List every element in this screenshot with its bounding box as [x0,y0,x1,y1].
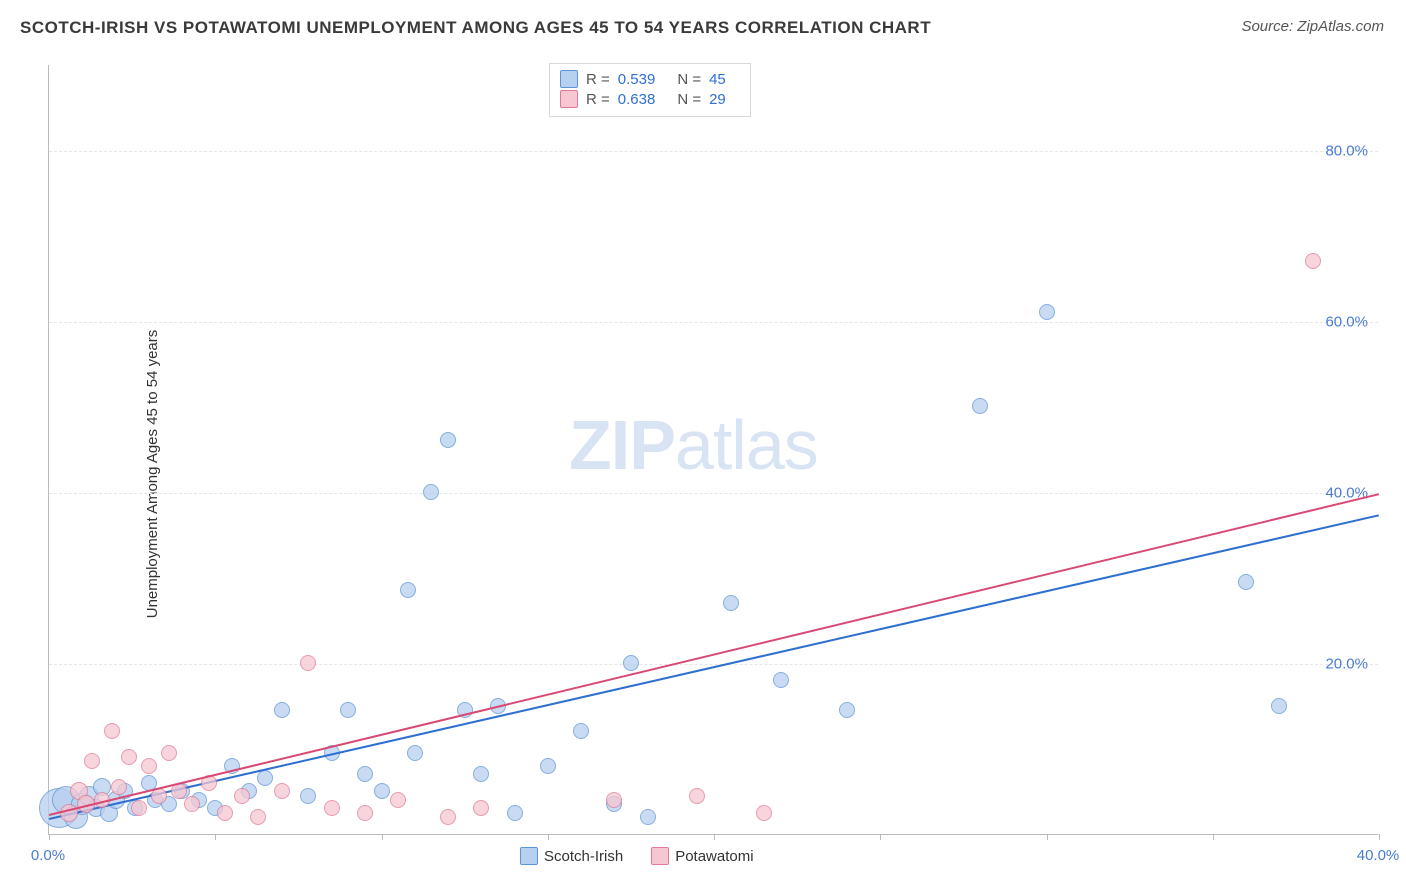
data-point [440,432,456,448]
n-label-1: N = [677,71,701,88]
data-point [573,723,589,739]
data-point [1238,574,1254,590]
stats-row-2: R = 0.638 N = 29 [560,90,740,108]
data-point [390,792,406,808]
x-tick [1379,834,1380,840]
y-tick-label: 60.0% [1325,313,1368,330]
data-point [250,809,266,825]
x-tick-label: 40.0% [1357,847,1400,864]
data-point [689,788,705,804]
r-value-1: 0.539 [618,71,656,88]
plot-area: ZIPatlas R = 0.539 N = 45 R = 0.638 N = … [48,65,1378,835]
data-point [324,800,340,816]
legend-swatch-scotch-irish [520,847,538,865]
gridline [49,664,1378,665]
legend-item-potawatomi: Potawatomi [651,847,753,865]
data-point [407,745,423,761]
gridline [49,493,1378,494]
data-point [623,655,639,671]
data-point [374,783,390,799]
legend-label-scotch-irish: Scotch-Irish [544,848,623,865]
n-label-2: N = [677,91,701,108]
chart-container: Unemployment Among Ages 45 to 54 years Z… [0,55,1406,892]
gridline [49,322,1378,323]
data-point [640,809,656,825]
data-point [184,796,200,812]
watermark-atlas: atlas [675,406,818,484]
legend-item-scotch-irish: Scotch-Irish [520,847,623,865]
legend-label-potawatomi: Potawatomi [675,848,753,865]
x-tick [548,834,549,840]
bottom-legend: Scotch-Irish Potawatomi [520,847,754,865]
data-point [773,672,789,688]
data-point [606,792,622,808]
x-tick [1047,834,1048,840]
swatch-potawatomi [560,90,578,108]
x-tick [382,834,383,840]
source-attribution: Source: ZipAtlas.com [1241,18,1384,35]
x-tick [49,834,50,840]
data-point [400,582,416,598]
data-point [473,800,489,816]
r-label-2: R = [586,91,610,108]
data-point [507,805,523,821]
stats-legend: R = 0.539 N = 45 R = 0.638 N = 29 [549,63,751,117]
data-point [300,788,316,804]
r-label-1: R = [586,71,610,88]
data-point [473,766,489,782]
data-point [84,753,100,769]
data-point [217,805,233,821]
x-tick [215,834,216,840]
gridline [49,151,1378,152]
x-tick [714,834,715,840]
data-point [257,770,273,786]
data-point [340,702,356,718]
data-point [972,398,988,414]
data-point [234,788,250,804]
data-point [357,805,373,821]
r-value-2: 0.638 [618,91,656,108]
data-point [274,783,290,799]
data-point [723,595,739,611]
data-point [131,800,147,816]
y-tick-label: 80.0% [1325,142,1368,159]
data-point [423,484,439,500]
data-point [440,809,456,825]
n-value-2: 29 [709,91,726,108]
trend-line [49,514,1379,820]
data-point [540,758,556,774]
chart-title: SCOTCH-IRISH VS POTAWATOMI UNEMPLOYMENT … [20,18,931,38]
y-tick-label: 20.0% [1325,655,1368,672]
data-point [1271,698,1287,714]
x-tick [1213,834,1214,840]
stats-row-1: R = 0.539 N = 45 [560,70,740,88]
data-point [839,702,855,718]
data-point [274,702,290,718]
legend-swatch-potawatomi [651,847,669,865]
data-point [357,766,373,782]
watermark: ZIPatlas [569,405,818,485]
n-value-1: 45 [709,71,726,88]
data-point [1039,304,1055,320]
data-point [300,655,316,671]
data-point [161,745,177,761]
watermark-zip: ZIP [569,406,675,484]
data-point [111,779,127,795]
data-point [1305,253,1321,269]
data-point [104,723,120,739]
trend-line [49,493,1379,816]
x-tick [880,834,881,840]
data-point [121,749,137,765]
data-point [756,805,772,821]
data-point [141,758,157,774]
swatch-scotch-irish [560,70,578,88]
x-tick-label: 0.0% [31,847,65,864]
